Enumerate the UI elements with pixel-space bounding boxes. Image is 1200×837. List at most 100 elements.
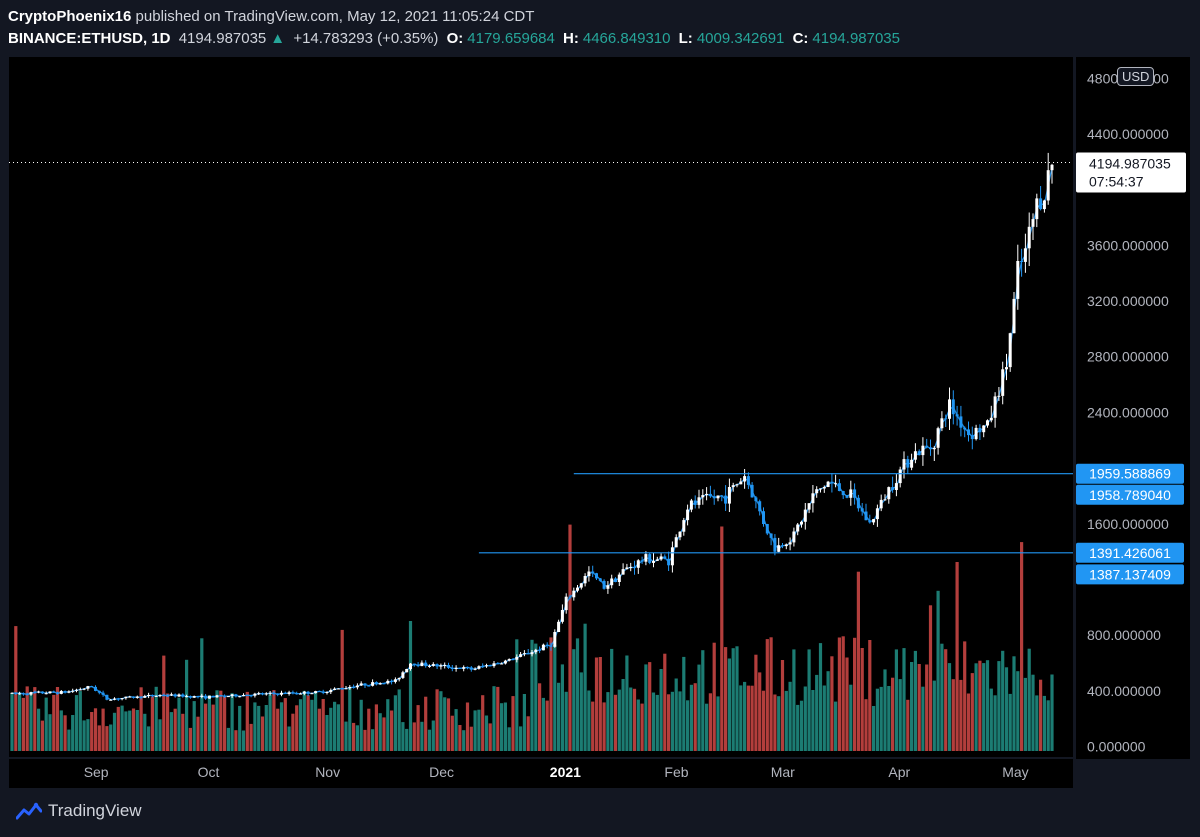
candle-body <box>264 693 268 695</box>
volume-bar <box>974 663 978 751</box>
level-label-bg <box>1076 484 1184 505</box>
volume-bar <box>124 711 128 751</box>
candle-body <box>659 556 663 560</box>
candle-body <box>336 688 340 690</box>
low-value: 4009.342691 <box>696 30 785 47</box>
volume-bar <box>879 686 883 751</box>
candle-body <box>663 556 667 559</box>
candle-body <box>397 677 401 680</box>
candle-body <box>921 445 925 456</box>
candle-body <box>777 545 781 552</box>
volume-bar <box>697 664 701 751</box>
volume-bar <box>314 691 318 751</box>
candle-body <box>948 399 951 419</box>
volume-bar <box>439 691 443 751</box>
volume-bar <box>739 685 743 751</box>
candle-body <box>697 497 701 505</box>
candle-body <box>534 649 538 653</box>
candle-body <box>693 500 697 505</box>
candle-body <box>598 578 602 581</box>
candle-body <box>348 687 352 689</box>
open-label: O: <box>446 30 464 47</box>
volume-bar <box>135 710 139 751</box>
candle-body <box>169 694 173 696</box>
volume-bar <box>359 699 363 751</box>
footer: TradingView <box>16 801 142 821</box>
tradingview-logo-icon[interactable] <box>16 802 42 820</box>
candle-body <box>219 695 223 697</box>
volume-bar <box>534 643 538 751</box>
candle-body <box>310 693 314 695</box>
candle-body <box>522 653 526 655</box>
volume-bar <box>966 693 971 751</box>
candle-body <box>545 644 549 646</box>
publisher-name[interactable]: CryptoPhoenix16 <box>8 8 132 25</box>
candle-body <box>78 689 82 691</box>
volume-bar <box>545 700 549 751</box>
volume-bar <box>245 691 249 751</box>
candle-body <box>211 695 215 698</box>
candle-body <box>762 511 765 524</box>
volume-bar <box>59 710 63 751</box>
candle-body <box>1023 248 1027 262</box>
candle-body <box>686 509 690 521</box>
volume-bar <box>773 694 777 751</box>
volume-bar <box>720 526 724 751</box>
volume-bar <box>621 679 625 751</box>
plot-area <box>9 57 1073 757</box>
candle-body <box>500 663 504 665</box>
candle-body <box>986 420 989 426</box>
candle-body <box>648 554 652 563</box>
candle-body <box>473 668 477 670</box>
candle-body <box>727 487 731 504</box>
volume-bar <box>849 684 853 751</box>
candle-body <box>321 691 325 693</box>
candle-body <box>371 682 375 686</box>
volume-bar <box>348 688 352 751</box>
candle-body <box>67 691 71 693</box>
candle-body <box>10 692 14 694</box>
volume-bar <box>705 703 709 751</box>
volume-bar <box>298 699 303 751</box>
candle-body <box>257 693 261 695</box>
volume-bar <box>185 659 189 751</box>
candle-body <box>143 696 147 698</box>
candle-body <box>610 578 614 586</box>
currency-badge[interactable]: USD <box>1117 67 1155 86</box>
volume-bar <box>143 713 147 751</box>
candle-body <box>207 695 211 699</box>
candle-body <box>989 417 993 421</box>
volume-bar <box>963 641 967 751</box>
candle-body <box>568 596 572 598</box>
candle-body <box>196 696 200 698</box>
volume-bar <box>272 690 276 751</box>
candle-body <box>572 590 576 598</box>
candle-body <box>750 484 754 498</box>
candle-body <box>910 459 914 468</box>
high-value: 4466.849310 <box>582 30 671 47</box>
volume-bar <box>352 722 356 751</box>
symbol-label[interactable]: BINANCE:ETHUSD, 1D <box>8 30 171 47</box>
candle-body <box>898 469 902 484</box>
volume-bar <box>390 710 394 751</box>
volume-bar <box>613 694 618 751</box>
candle-body <box>708 493 712 497</box>
volume-bar <box>10 693 14 751</box>
candle-body <box>617 574 621 582</box>
volume-bar <box>944 649 948 751</box>
volume-bar <box>40 720 44 751</box>
candle-body <box>515 656 519 660</box>
volume-bar <box>458 725 462 751</box>
volume-bar <box>63 715 67 751</box>
footer-brand[interactable]: TradingView <box>48 801 142 820</box>
candle-body <box>993 396 997 418</box>
volume-bar <box>864 699 868 751</box>
price-chart[interactable]: 1959.588869 1958.789040 1391.426061 1387.13… <box>0 0 1200 795</box>
candle-body <box>913 451 917 460</box>
candle-body <box>906 459 910 468</box>
candle-series <box>10 152 1054 701</box>
candle-body <box>223 695 227 697</box>
level-label: 1387.137409 <box>1076 564 1184 585</box>
candle-body <box>431 664 435 666</box>
volume-bar <box>579 672 583 751</box>
